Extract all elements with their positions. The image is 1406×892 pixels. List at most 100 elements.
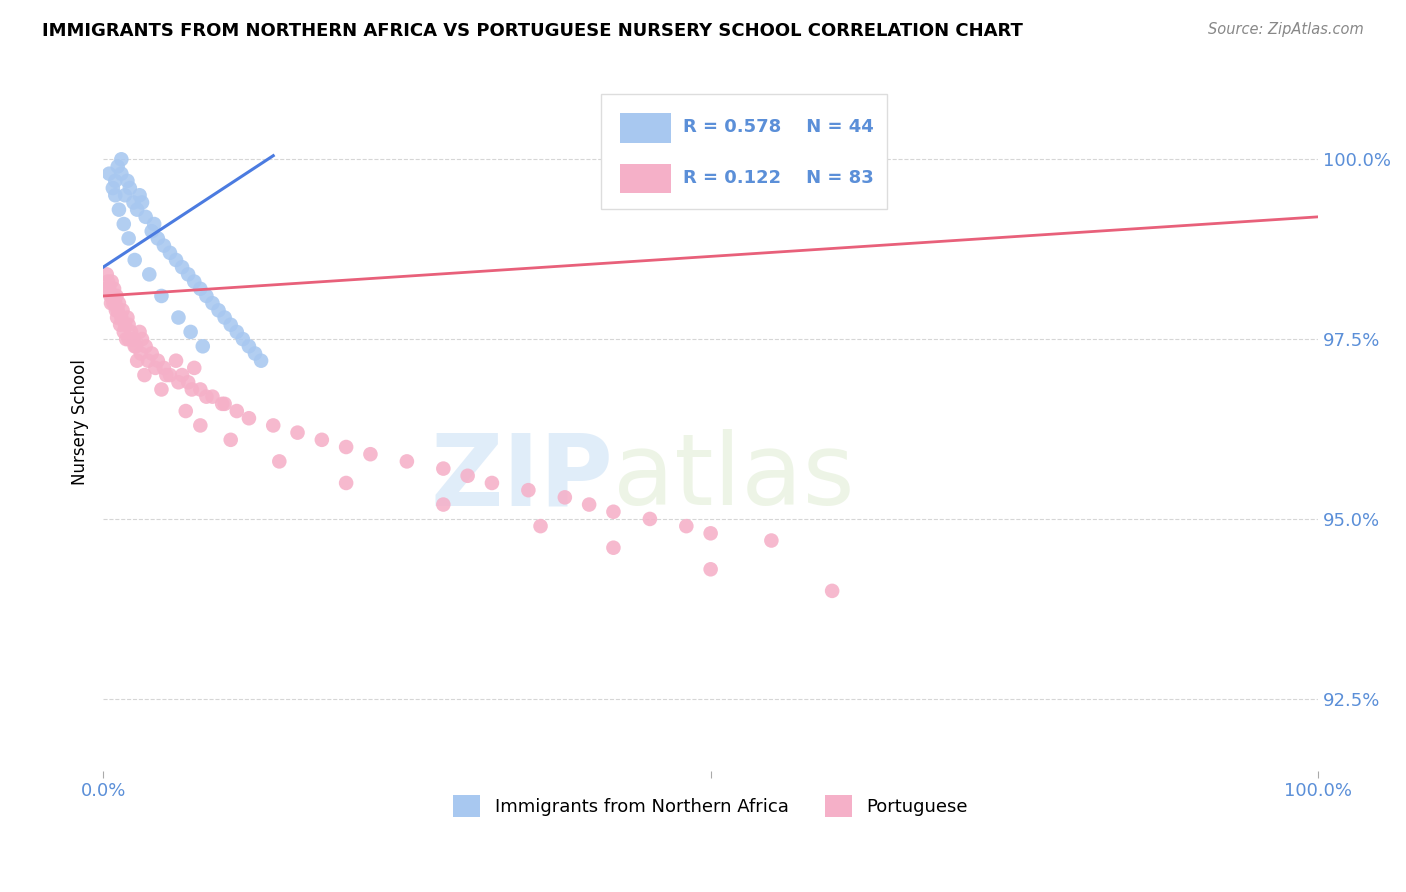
Point [131, 332, 153, 346]
Point [127, 202, 149, 217]
Point [128, 188, 150, 202]
Point [107, 303, 129, 318]
Point [335, 440, 357, 454]
Text: IMMIGRANTS FROM NORTHERN AFRICA VS PORTUGUESE NURSERY SCHOOL CORRELATION CHART: IMMIGRANTS FROM NORTHERN AFRICA VS PORTU… [42, 22, 1024, 40]
Point [104, 188, 127, 202]
Point [238, 411, 260, 425]
Point [131, 195, 153, 210]
Point [225, 325, 247, 339]
Point [167, 310, 190, 325]
Point [125, 339, 148, 353]
Point [138, 268, 160, 282]
Point [98, 282, 121, 296]
Y-axis label: Nursery School: Nursery School [72, 359, 89, 484]
Point [105, 310, 128, 325]
Point [578, 498, 600, 512]
Point [761, 533, 783, 548]
Point [180, 325, 202, 339]
Point [110, 153, 132, 167]
Point [262, 418, 284, 433]
Point [201, 390, 224, 404]
Point [111, 303, 134, 318]
Point [269, 454, 291, 468]
Point [602, 541, 624, 555]
Point [110, 310, 132, 325]
Point [100, 296, 122, 310]
Point [105, 289, 128, 303]
Point [432, 498, 454, 512]
Text: ZIP: ZIP [430, 429, 613, 526]
Point [214, 397, 236, 411]
Point [155, 368, 177, 382]
Point [195, 390, 218, 404]
Point [699, 562, 721, 576]
Point [104, 296, 127, 310]
Point [124, 252, 146, 267]
Point [675, 519, 697, 533]
Point [188, 282, 211, 296]
Point [122, 332, 145, 346]
Point [554, 491, 576, 505]
Point [98, 167, 121, 181]
Point [104, 303, 127, 318]
Point [153, 360, 176, 375]
Point [174, 404, 197, 418]
Point [129, 346, 152, 360]
Point [159, 368, 181, 382]
Point [150, 289, 173, 303]
Point [150, 383, 173, 397]
Point [141, 346, 163, 360]
Point [117, 310, 139, 325]
Point [112, 217, 135, 231]
Point [135, 210, 157, 224]
Point [141, 224, 163, 238]
Point [117, 231, 139, 245]
Text: R = 0.122    N = 83: R = 0.122 N = 83 [683, 169, 873, 186]
Point [167, 376, 190, 390]
Point [287, 425, 309, 440]
Text: Source: ZipAtlas.com: Source: ZipAtlas.com [1208, 22, 1364, 37]
FancyBboxPatch shape [620, 113, 671, 143]
Point [188, 383, 211, 397]
Point [311, 433, 333, 447]
Point [101, 181, 124, 195]
Point [108, 296, 131, 310]
Point [821, 583, 844, 598]
Point [103, 296, 125, 310]
Point [457, 468, 479, 483]
Point [135, 339, 157, 353]
Point [117, 174, 139, 188]
Text: atlas: atlas [613, 429, 855, 526]
Point [207, 303, 229, 318]
Point [100, 289, 122, 303]
Point [100, 275, 122, 289]
Point [97, 275, 120, 289]
Point [136, 353, 159, 368]
Point [96, 268, 118, 282]
Legend: Immigrants from Northern Africa, Portuguese: Immigrants from Northern Africa, Portugu… [446, 788, 976, 824]
Point [602, 505, 624, 519]
Point [191, 339, 214, 353]
Point [432, 461, 454, 475]
Point [101, 289, 124, 303]
Point [134, 368, 156, 382]
Point [699, 526, 721, 541]
Point [529, 519, 551, 533]
Point [114, 318, 136, 332]
Point [120, 325, 142, 339]
Point [165, 252, 187, 267]
Point [159, 245, 181, 260]
Point [115, 332, 138, 346]
FancyBboxPatch shape [602, 94, 887, 209]
Point [183, 360, 205, 375]
Point [219, 433, 242, 447]
Point [124, 339, 146, 353]
Point [94, 282, 117, 296]
Point [153, 238, 176, 252]
Text: R = 0.578    N = 44: R = 0.578 N = 44 [683, 119, 873, 136]
Point [108, 318, 131, 332]
Point [117, 318, 139, 332]
Point [238, 339, 260, 353]
Point [177, 376, 200, 390]
Point [117, 332, 139, 346]
